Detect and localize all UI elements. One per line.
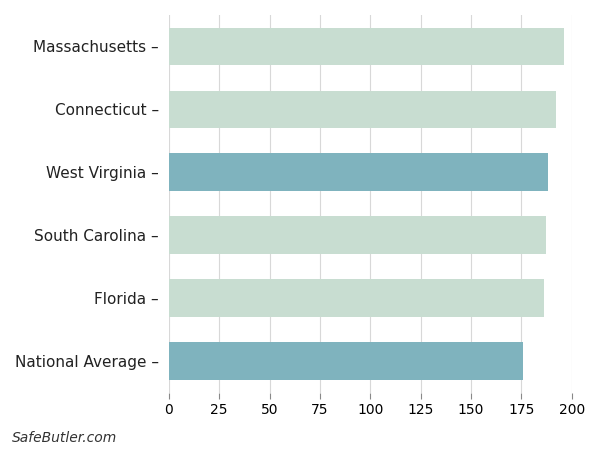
Bar bbox=[169, 27, 564, 65]
Bar bbox=[169, 90, 556, 128]
Bar bbox=[169, 342, 523, 380]
Bar bbox=[169, 153, 548, 191]
Bar bbox=[169, 216, 545, 254]
Text: SafeButler.com: SafeButler.com bbox=[12, 432, 117, 446]
Bar bbox=[169, 279, 544, 317]
